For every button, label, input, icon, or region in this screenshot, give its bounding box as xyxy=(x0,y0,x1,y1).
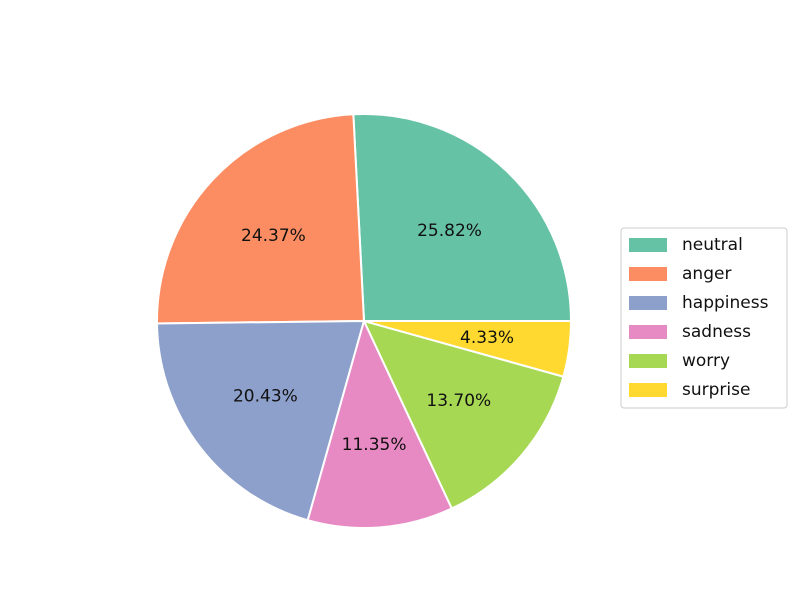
legend-label: anger xyxy=(682,264,731,284)
legend-swatch xyxy=(629,325,667,339)
legend-swatch xyxy=(629,267,667,281)
slice-label: 24.37% xyxy=(241,226,306,246)
pie-slice xyxy=(362,319,565,510)
legend-label: sadness xyxy=(682,322,751,342)
legend-swatch xyxy=(629,354,667,368)
legend-label: neutral xyxy=(682,235,743,255)
slice-label: 20.43% xyxy=(233,387,298,407)
pie-slice xyxy=(352,113,573,322)
slice-label: 25.82% xyxy=(417,221,482,241)
legend-swatch xyxy=(629,238,667,252)
slice-label: 4.33% xyxy=(460,328,514,348)
pie-slice xyxy=(156,319,366,522)
pie-slice xyxy=(363,320,573,378)
legend-label: happiness xyxy=(682,293,769,313)
slice-label: 11.35% xyxy=(342,435,407,455)
legend-swatch xyxy=(629,383,667,397)
slice-label: 13.70% xyxy=(426,391,491,411)
pie-slice xyxy=(156,113,366,325)
legend-swatch xyxy=(629,296,667,310)
legend-label: surprise xyxy=(682,380,750,400)
legend-label: worry xyxy=(682,351,730,371)
pie-slice xyxy=(306,318,454,529)
